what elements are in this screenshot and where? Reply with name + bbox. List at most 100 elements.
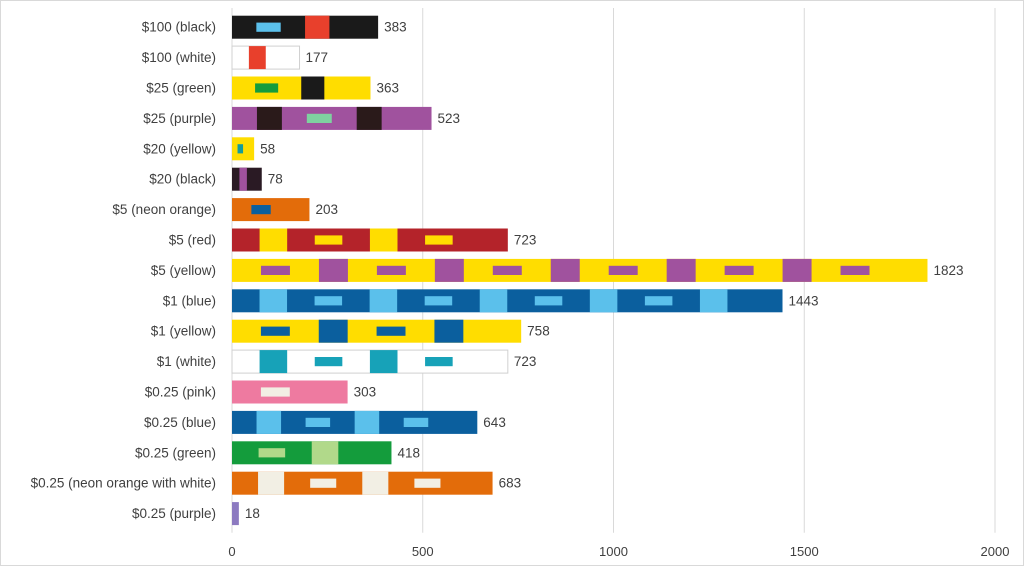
value-label: 18 <box>245 506 260 521</box>
value-label: 758 <box>527 324 550 339</box>
value-label: 58 <box>260 141 275 156</box>
bar-stripe <box>255 83 279 93</box>
category-label: $1 (blue) <box>163 293 216 308</box>
value-label: 418 <box>397 445 420 460</box>
category-label: $25 (green) <box>146 81 216 96</box>
category-label: $0.25 (purple) <box>132 506 216 521</box>
bar-stripe <box>479 289 508 313</box>
bar-stripe <box>434 319 464 343</box>
value-label: 1823 <box>933 263 963 278</box>
x-tick-label: 2000 <box>981 544 1010 559</box>
bar-group <box>232 167 262 191</box>
category-label: $100 (black) <box>142 20 216 35</box>
bar-group <box>232 380 348 404</box>
bar-group <box>232 258 928 282</box>
bar-stripe <box>434 258 464 282</box>
value-label: 303 <box>354 385 377 400</box>
bar-stripe <box>369 350 398 374</box>
bar-stripe <box>237 144 244 154</box>
bar-stripe <box>258 471 285 495</box>
value-label: 643 <box>483 415 506 430</box>
bar-group <box>232 441 392 465</box>
bar-group <box>231 45 301 70</box>
category-label: $5 (neon orange) <box>112 202 216 217</box>
bar-stripe <box>310 478 337 488</box>
bar-group <box>232 410 478 434</box>
bar-stripe <box>259 350 288 374</box>
value-label: 78 <box>268 172 283 187</box>
value-label: 363 <box>376 81 399 96</box>
bar-group <box>232 198 310 222</box>
value-label: 177 <box>306 50 329 65</box>
value-label: 1443 <box>789 293 819 308</box>
x-tick-label: 0 <box>228 544 235 559</box>
bar-stripe <box>840 265 870 275</box>
x-tick-label: 1500 <box>790 544 819 559</box>
bar-stripe <box>239 167 247 191</box>
value-label: 383 <box>384 20 407 35</box>
bar-stripe <box>259 228 288 252</box>
bar-stripe <box>305 15 330 39</box>
category-label: $1 (yellow) <box>151 324 216 339</box>
bar-group <box>231 349 509 374</box>
bar-stripe <box>425 357 453 367</box>
value-label: 723 <box>514 233 537 248</box>
bar-group <box>232 502 239 526</box>
category-label: $0.25 (blue) <box>144 415 216 430</box>
bar-stripe <box>782 258 812 282</box>
bar-group <box>232 106 432 130</box>
category-label: $0.25 (neon orange with white) <box>31 476 216 491</box>
bar-group <box>232 319 522 343</box>
bar-stripe <box>256 22 281 32</box>
bar-stripe <box>318 319 348 343</box>
bar-stripe <box>256 410 282 434</box>
labels: 0 500 1000 1500 2000 $100 (black) 383 $100 (whi… <box>31 20 1010 559</box>
bar-stripe <box>356 106 382 130</box>
bar <box>231 349 509 374</box>
bar-stripe <box>318 258 348 282</box>
bar-stripe <box>258 448 286 458</box>
bar-stripe <box>256 106 282 130</box>
bar-stripe <box>259 289 288 313</box>
bar-stripe <box>376 326 406 336</box>
bar-group <box>232 137 255 161</box>
bar-stripe <box>534 296 563 306</box>
category-label: $5 (yellow) <box>151 263 216 278</box>
bar-group <box>232 471 493 495</box>
bar-stripe <box>492 265 522 275</box>
category-label: $25 (purple) <box>143 111 216 126</box>
bar-stripe <box>306 113 332 123</box>
bar-stripe <box>354 410 380 434</box>
bar <box>232 502 239 526</box>
bar-group <box>232 76 371 100</box>
bar-stripe <box>608 265 638 275</box>
category-label: $100 (white) <box>142 50 216 65</box>
value-label: 683 <box>499 476 522 491</box>
bar-stripe <box>666 258 696 282</box>
category-label: $20 (black) <box>149 172 216 187</box>
bar-stripe <box>260 265 290 275</box>
x-tick-label: 500 <box>412 544 434 559</box>
bar-stripe <box>425 235 453 245</box>
bar-stripe <box>362 471 389 495</box>
x-tick-label: 1000 <box>599 544 628 559</box>
bar-stripe <box>550 258 580 282</box>
bar-stripe <box>314 235 343 245</box>
bar-group <box>232 228 508 252</box>
bar-stripe <box>414 478 441 488</box>
bar-stripe <box>301 76 325 100</box>
bar-stripe <box>314 296 343 306</box>
bar-stripe <box>699 289 728 313</box>
bar-stripe <box>369 289 398 313</box>
category-label: $0.25 (green) <box>135 445 216 460</box>
value-label: 523 <box>438 111 461 126</box>
category-label: $20 (yellow) <box>143 141 216 156</box>
bar-stripe <box>589 289 618 313</box>
bar-stripe <box>305 417 331 427</box>
bar-stripe <box>403 417 429 427</box>
category-label: $5 (red) <box>169 233 216 248</box>
bar-stripe <box>369 228 398 252</box>
category-label: $0.25 (pink) <box>145 385 216 400</box>
